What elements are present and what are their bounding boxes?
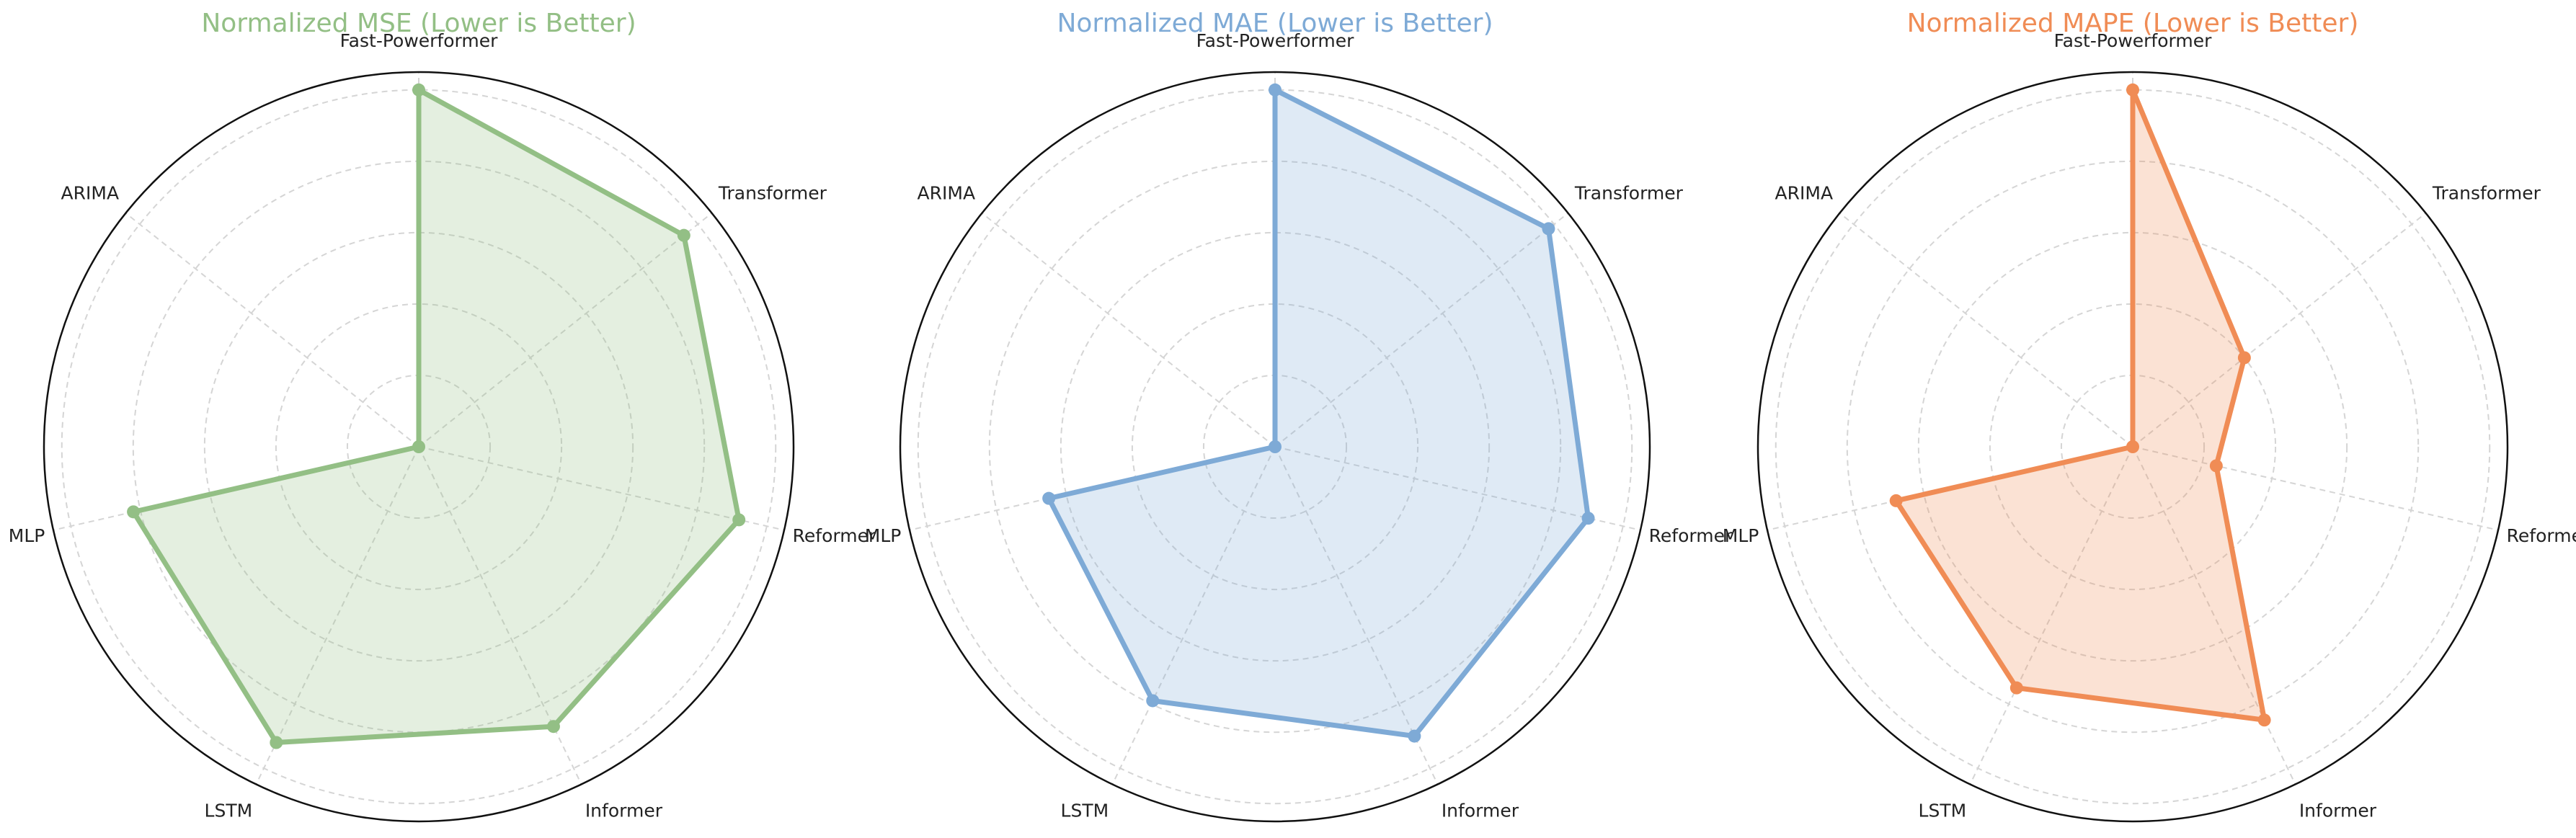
category-label: Fast-Powerformer [340,30,499,51]
category-label: MLP [1723,525,1759,546]
radar-point [2257,713,2271,727]
radar-point [412,440,425,453]
category-label: LSTM [1919,800,1967,821]
radar-point [2009,681,2023,695]
radar-area [1893,87,2268,723]
category-label: Reformer [1649,525,1733,546]
category-label: Fast-Powerformer [2054,30,2213,51]
grid-circle [275,303,563,591]
grid-circle [1989,303,2277,591]
spoke [2132,446,2499,531]
outer-frame [1756,71,2509,823]
radar-point [1889,494,1903,507]
category-label: Informer [2299,800,2377,821]
grid-circle [61,89,777,805]
spoke [1839,213,2133,447]
category-label: Informer [585,800,663,821]
category-label: Transformer [2432,183,2541,204]
radar-point [2209,459,2223,473]
spoke [1274,446,1641,531]
grid-circle [1131,303,1419,591]
radar-point [732,513,746,527]
spoke [2132,213,2427,447]
spoke [255,446,419,785]
radar-point [1269,440,1282,453]
radar-point [1408,729,1421,743]
outer-frame [899,71,1651,823]
outer-frame [43,71,795,823]
radar-point [2126,83,2139,97]
chart-title: Normalized MAPE (Lower is Better) [1907,9,2359,38]
category-label: ARIMA [1775,183,1834,204]
grid-circle [1917,231,2348,662]
spoke [418,446,785,531]
radar-point [127,505,141,519]
category-label: ARIMA [61,183,120,204]
category-label: Transformer [718,183,827,204]
radar-point [2237,351,2251,365]
grid-circle [1060,231,1491,662]
spoke [1274,213,1569,447]
category-label: Reformer [2507,525,2576,546]
grid-circle [917,89,1633,805]
spoke [1111,446,1276,785]
category-label: LSTM [1061,800,1109,821]
radar-point [1042,491,1056,505]
radar-area [130,87,742,745]
radar-point [677,228,690,242]
grid-circle [1775,89,2491,805]
radar-point [1542,222,1555,236]
category-label: Informer [1442,800,1519,821]
chart-title: Normalized MSE (Lower is Better) [201,9,636,38]
chart-title: Normalized MAE (Lower is Better) [1057,9,1493,38]
spoke [418,446,582,785]
category-label: LSTM [205,800,253,821]
radar-point [2126,440,2139,453]
category-label: Reformer [793,525,876,546]
radar-point [412,83,425,97]
radar-area [1046,87,1591,739]
category-label: MLP [865,525,902,546]
radar-point [546,720,560,734]
category-label: ARIMA [918,183,976,204]
spoke [418,213,713,447]
spoke [125,213,419,447]
category-label: MLP [9,525,45,546]
spoke [1274,446,1439,785]
spoke [981,213,1276,447]
spoke [2132,446,2296,785]
radar-point [1581,512,1595,525]
radar-point [1146,694,1160,708]
radar-point [270,736,283,749]
category-label: Transformer [1574,183,1684,204]
spoke [1969,446,2133,785]
category-label: Fast-Powerformer [1196,30,1355,51]
radar-point [1269,83,1282,97]
grid-circle [203,231,634,662]
